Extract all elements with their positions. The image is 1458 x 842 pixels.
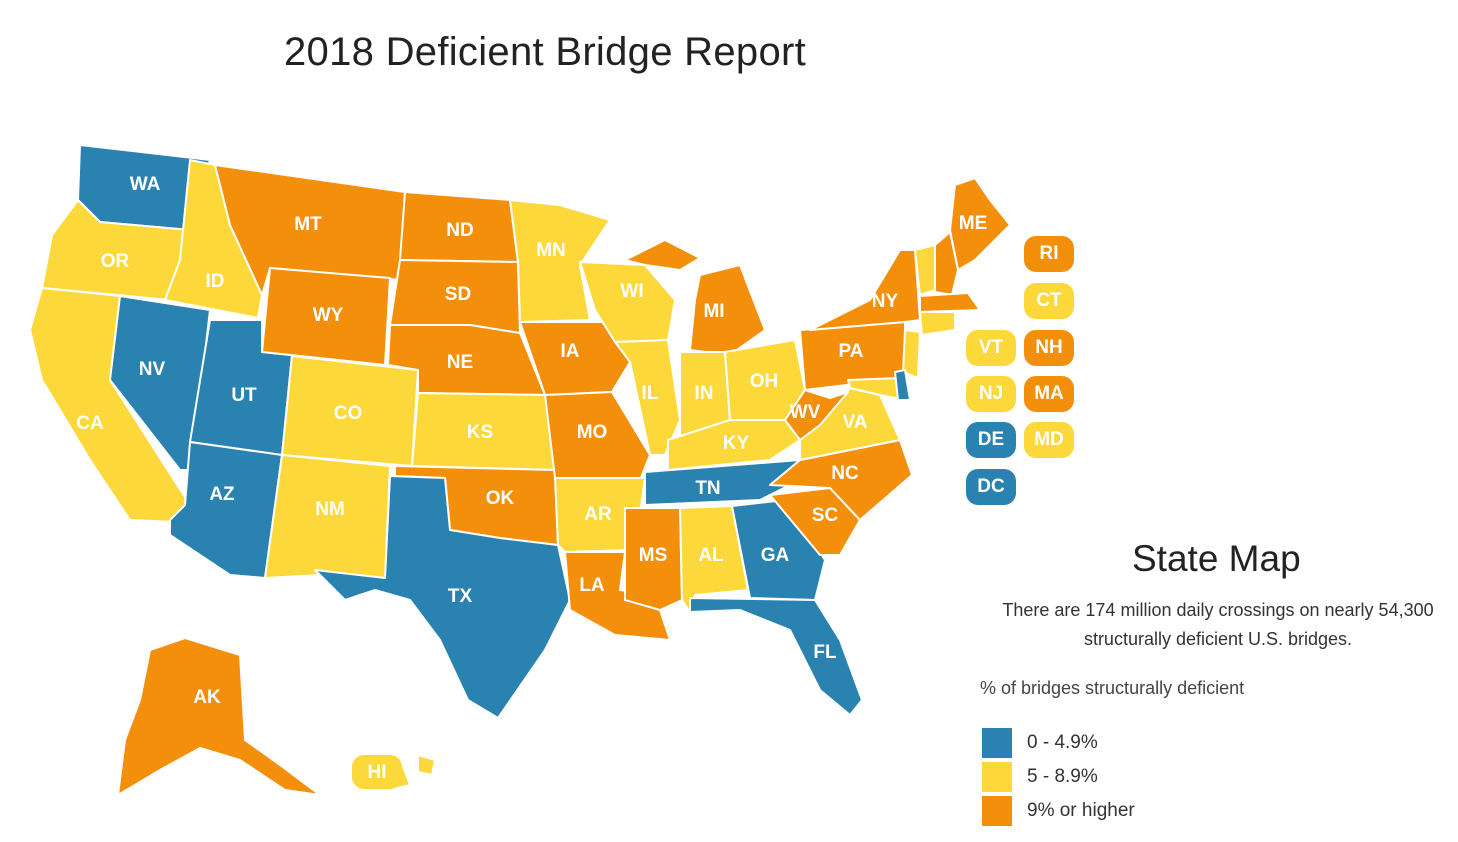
label-sc: SC xyxy=(812,505,839,526)
state-ms[interactable] xyxy=(624,507,683,611)
legend-swatch xyxy=(982,796,1012,826)
state-tx[interactable] xyxy=(314,475,571,719)
state-ma[interactable] xyxy=(919,292,981,313)
label-hi: HI xyxy=(368,762,387,783)
label-oh: OH xyxy=(750,371,779,392)
chip-ma[interactable]: MA xyxy=(1024,376,1074,412)
state-mn[interactable] xyxy=(509,199,611,323)
page-title: 2018 Deficient Bridge Report xyxy=(284,30,807,74)
label-tn: TN xyxy=(695,478,720,499)
chip-nj[interactable]: NJ xyxy=(966,376,1016,412)
label-nc: NC xyxy=(831,463,859,484)
state-hi-big[interactable] xyxy=(417,754,436,776)
legend-label: 9% or higher xyxy=(1027,800,1135,821)
label-ms: MS xyxy=(639,545,668,566)
label-nm: NM xyxy=(315,499,345,520)
state-nj[interactable] xyxy=(902,329,921,379)
label-ny: NY xyxy=(872,291,899,312)
chip-vt[interactable]: VT xyxy=(966,330,1016,366)
label-nv: NV xyxy=(139,359,166,380)
label-ok: OK xyxy=(486,488,515,509)
state-fl[interactable] xyxy=(689,597,863,716)
state-ak[interactable] xyxy=(117,637,321,796)
label-fl: FL xyxy=(813,642,837,663)
label-al: AL xyxy=(698,545,724,566)
label-co: CO xyxy=(334,403,363,424)
label-or: OR xyxy=(101,251,130,272)
label-ne: NE xyxy=(447,352,473,373)
chip-de[interactable]: DE xyxy=(966,422,1016,458)
state-mi[interactable] xyxy=(689,264,766,356)
chip-md[interactable]: MD xyxy=(1024,422,1074,458)
label-pa: PA xyxy=(839,341,864,362)
state-tn[interactable] xyxy=(644,459,801,506)
label-va: VA xyxy=(843,412,868,433)
label-wi: WI xyxy=(620,281,643,302)
label-il: IL xyxy=(642,383,659,404)
label-mn: MN xyxy=(536,240,566,261)
label-ks: KS xyxy=(467,422,493,443)
panel-title: State Map xyxy=(1132,538,1301,579)
label-ar: AR xyxy=(584,504,612,525)
state-de[interactable] xyxy=(894,369,911,401)
label-ak: AK xyxy=(193,687,221,708)
hi-chip: HI xyxy=(352,755,402,789)
chip-ri[interactable]: RI xyxy=(1024,236,1074,272)
state-ia[interactable] xyxy=(519,321,631,396)
legend-swatch xyxy=(982,728,1012,758)
chip-nh[interactable]: NH xyxy=(1024,330,1074,366)
chip-dc[interactable]: DC xyxy=(966,469,1016,505)
legend-label: 5 - 8.9% xyxy=(1027,766,1098,787)
state-ct[interactable] xyxy=(919,311,956,336)
label-mo: MO xyxy=(577,422,608,443)
label-ky: KY xyxy=(723,433,750,454)
state-il[interactable] xyxy=(614,339,681,456)
label-sd: SD xyxy=(445,284,471,305)
state-mo[interactable] xyxy=(544,391,651,481)
label-wy: WY xyxy=(313,305,344,326)
label-mi: MI xyxy=(703,301,724,322)
label-mt: MT xyxy=(294,214,322,235)
label-me: ME xyxy=(959,213,988,234)
state-sc[interactable] xyxy=(769,487,861,556)
label-wa: WA xyxy=(130,174,161,195)
chip-ct[interactable]: CT xyxy=(1024,283,1074,319)
label-tx: TX xyxy=(448,586,473,607)
label-in: IN xyxy=(695,383,714,404)
label-ca: CA xyxy=(76,413,104,434)
legend-label: 0 - 4.9% xyxy=(1027,732,1098,753)
label-ia: IA xyxy=(561,341,580,362)
panel-description: There are 174 million daily crossings on… xyxy=(1002,600,1434,649)
state-wy[interactable] xyxy=(261,267,391,366)
state-ny[interactable] xyxy=(809,249,921,331)
label-ut: UT xyxy=(231,385,257,406)
label-ga: GA xyxy=(761,545,790,566)
legend-swatch xyxy=(982,762,1012,792)
state-md[interactable] xyxy=(847,377,906,401)
legend-title: % of bridges structurally deficient xyxy=(980,678,1245,698)
state-mi-up[interactable] xyxy=(624,239,701,271)
label-la: LA xyxy=(579,575,605,596)
label-wv: WV xyxy=(790,402,821,423)
label-nd: ND xyxy=(446,220,473,241)
label-az: AZ xyxy=(209,484,235,505)
state-nh[interactable] xyxy=(934,231,959,296)
label-id: ID xyxy=(206,271,225,292)
